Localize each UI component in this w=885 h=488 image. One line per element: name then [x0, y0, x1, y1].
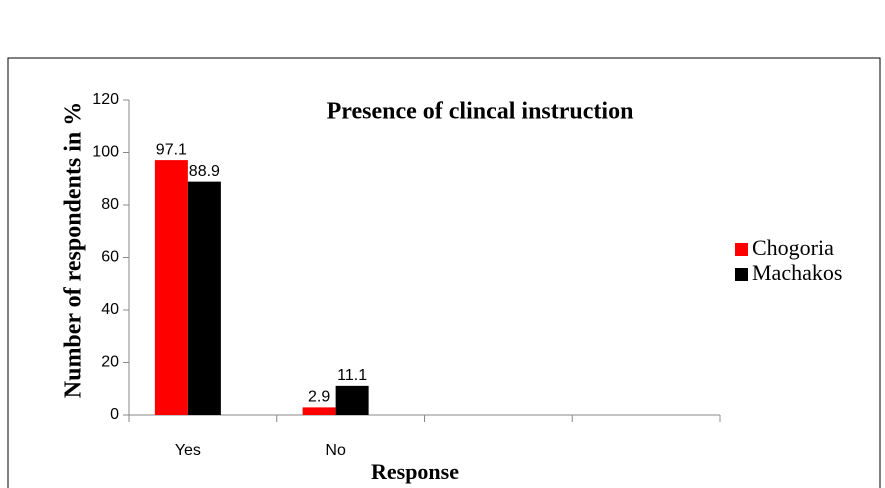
value-label: 2.9 — [308, 389, 330, 406]
y-tick-label: 80 — [101, 196, 119, 213]
value-label: 88.9 — [189, 163, 220, 180]
y-tick-label: 40 — [101, 301, 119, 318]
y-tick-label: 60 — [101, 249, 119, 266]
bar — [154, 160, 188, 415]
y-axis-label: Number of respondents in % — [61, 102, 87, 398]
x-tick-label: Yes — [175, 442, 201, 459]
bar — [187, 181, 221, 415]
x-tick-label: No — [325, 442, 346, 459]
legend-swatch — [735, 268, 748, 281]
y-tick-label: 20 — [101, 354, 119, 371]
chart-title: Presence of clincal instruction — [327, 99, 634, 125]
value-label: 97.1 — [156, 141, 187, 158]
chart-frame — [7, 57, 881, 488]
bar — [335, 385, 369, 415]
value-label: 11.1 — [337, 367, 367, 384]
legend-label: Chogoria — [752, 235, 834, 260]
y-tick-label: 120 — [92, 91, 119, 108]
bar — [302, 407, 336, 415]
y-tick-label: 0 — [110, 406, 119, 423]
legend-label: Machakos — [752, 260, 842, 285]
legend-swatch — [735, 243, 748, 256]
y-tick-label: 100 — [92, 144, 119, 161]
x-axis-label: Response — [371, 459, 459, 484]
